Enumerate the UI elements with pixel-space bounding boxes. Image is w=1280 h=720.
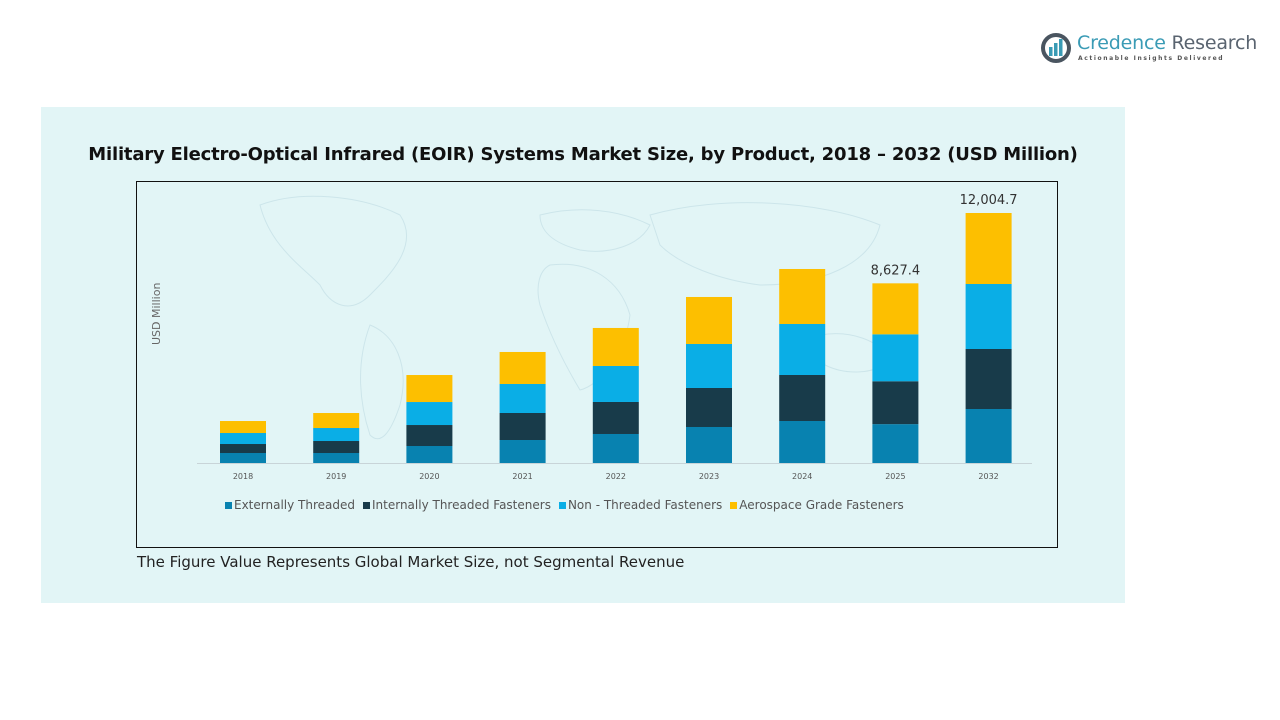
chart-panel (41, 107, 1125, 603)
bar-segment-2025-internally-threaded-fasteners (872, 381, 919, 425)
x-tick-label: 2023 (699, 472, 719, 481)
x-tick-label: 2032 (978, 472, 998, 481)
bar-chart-circle-icon (1041, 33, 1071, 63)
legend-item-aerospace-grade: Aerospace Grade Fasteners (730, 498, 904, 512)
bar-segment-2018-non-threaded-fasteners (220, 433, 266, 445)
bar-segment-2018-internally-threaded-fasteners (220, 444, 266, 454)
legend-swatch (225, 501, 232, 509)
bar-segment-2018-externally-threaded (220, 453, 266, 463)
legend-swatch (730, 501, 738, 509)
bar-group (220, 213, 1012, 463)
bar-segment-2023-internally-threaded-fasteners (686, 387, 732, 427)
bar-segment-2020-internally-threaded-fasteners (406, 425, 453, 447)
legend-label: Internally Threaded Fasteners (372, 498, 551, 512)
x-tick-labels: 2018 2019 2020 2021 2022 2023 2024 2025 2032 (233, 472, 999, 481)
bar-segment-2025-externally-threaded (872, 424, 919, 463)
bar-segment-2025-non-threaded-fasteners (872, 334, 919, 382)
chart-legend: Externally Threaded Internally Threaded … (225, 498, 904, 512)
x-tick-label: 2024 (792, 472, 812, 481)
bar-segment-2021-externally-threaded (499, 440, 546, 463)
bar-segment-2018-aerospace-grade-fasteners (220, 421, 266, 434)
x-tick-label: 2019 (326, 472, 346, 481)
bar-segment-2032-non-threaded-fasteners (965, 284, 1012, 350)
x-tick-label: 2022 (606, 472, 626, 481)
bar-segment-2022-externally-threaded (592, 433, 639, 463)
bar-segment-2019-non-threaded-fasteners (313, 428, 360, 442)
bar-segment-2021-aerospace-grade-fasteners (499, 351, 546, 384)
bar-segment-2032-internally-threaded-fasteners (965, 349, 1012, 410)
brand-name: Credence Research (1077, 32, 1257, 54)
bar-segment-2032-aerospace-grade-fasteners (965, 213, 1012, 285)
data-labels: 8,627.4 12,004.7 (871, 193, 1018, 278)
footnote: The Figure Value Represents Global Marke… (137, 553, 685, 571)
bar-segment-2023-non-threaded-fasteners (686, 343, 732, 388)
data-label-2032: 12,004.7 (960, 193, 1018, 208)
x-tick-label: 2021 (512, 472, 532, 481)
bar-segment-2032-externally-threaded (965, 409, 1012, 463)
bar-segment-2024-internally-threaded-fasteners (779, 374, 826, 421)
world-map-background (259, 195, 891, 440)
bar-segment-2023-aerospace-grade-fasteners (686, 296, 732, 344)
bar-segment-2022-non-threaded-fasteners (592, 365, 639, 402)
data-label-2025: 8,627.4 (871, 263, 921, 278)
bar-segment-2024-non-threaded-fasteners (779, 323, 826, 375)
bar-segment-2021-non-threaded-fasteners (499, 383, 546, 413)
legend-label: Externally Threaded (234, 498, 355, 512)
bar-segment-2024-aerospace-grade-fasteners (779, 268, 826, 324)
bar-segment-2020-aerospace-grade-fasteners (406, 375, 453, 403)
bar-segment-2019-externally-threaded (313, 453, 360, 463)
bar-segment-2020-non-threaded-fasteners (406, 402, 453, 426)
brand-tagline: Actionable Insights Delivered (1078, 55, 1225, 62)
bar-segment-2023-externally-threaded (686, 426, 732, 463)
legend-swatch (558, 501, 566, 509)
legend-swatch (363, 501, 370, 509)
bar-segment-2022-internally-threaded-fasteners (592, 401, 639, 434)
brand-name-part1: Credence (1077, 32, 1166, 54)
brand-logo: Credence Research Actionable Insights De… (1040, 30, 1257, 70)
legend-item-internally-threaded: Internally Threaded Fasteners (363, 498, 551, 512)
bar-segment-2021-internally-threaded-fasteners (499, 412, 546, 441)
x-tick-label: 2025 (885, 472, 905, 481)
bar-segment-2019-internally-threaded-fasteners (313, 441, 360, 454)
legend-label: Non - Threaded Fasteners (567, 498, 723, 512)
chart-frame (136, 181, 1058, 548)
legend-item-externally-threaded: Externally Threaded (225, 498, 355, 512)
brand-name-part2: Research (1165, 32, 1258, 54)
bar-segment-2019-aerospace-grade-fasteners (313, 413, 360, 429)
x-tick-label: 2018 (233, 472, 253, 481)
x-tick-label: 2020 (419, 472, 439, 481)
bar-segment-2025-aerospace-grade-fasteners (872, 283, 919, 335)
chart-title: Military Electro-Optical Infrared (EOIR)… (88, 144, 1078, 165)
bar-segment-2020-externally-threaded (406, 446, 453, 463)
bar-segment-2022-aerospace-grade-fasteners (592, 327, 639, 366)
legend-item-non-threaded: Non - Threaded Fasteners (558, 498, 723, 512)
legend-label: Aerospace Grade Fasteners (739, 498, 904, 512)
bar-segment-2024-externally-threaded (779, 420, 826, 463)
